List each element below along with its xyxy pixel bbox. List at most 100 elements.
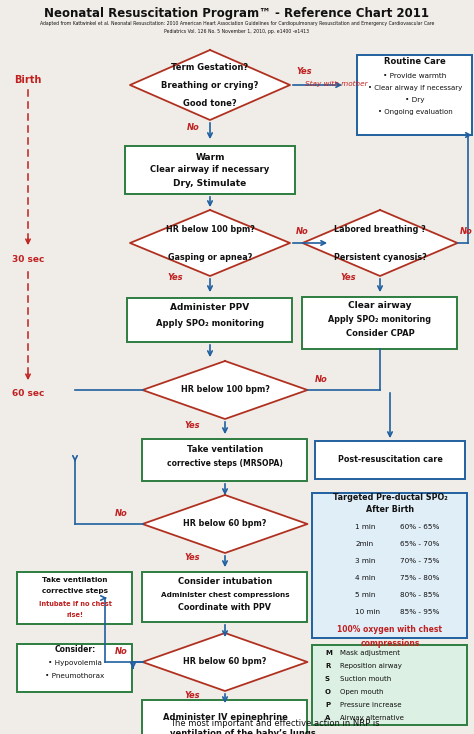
Text: S: S xyxy=(325,676,330,682)
Text: Persistent cyanosis?: Persistent cyanosis? xyxy=(334,252,427,261)
FancyBboxPatch shape xyxy=(18,644,133,692)
Polygon shape xyxy=(143,361,308,419)
Text: 65% - 70%: 65% - 70% xyxy=(400,541,439,547)
Text: HR below 100 bpm?: HR below 100 bpm? xyxy=(165,225,255,233)
Polygon shape xyxy=(130,50,290,120)
FancyBboxPatch shape xyxy=(312,645,467,725)
FancyBboxPatch shape xyxy=(312,493,467,638)
Text: 75% - 80%: 75% - 80% xyxy=(400,575,439,581)
Text: Administer chest compressions: Administer chest compressions xyxy=(161,592,289,598)
Text: 3 min: 3 min xyxy=(355,558,375,564)
Text: 1 min: 1 min xyxy=(355,524,375,530)
Text: Yes: Yes xyxy=(184,421,200,429)
Text: No: No xyxy=(187,123,200,133)
Text: After Birth: After Birth xyxy=(366,506,414,515)
Text: Neonatal Resuscitation Program™ - Reference Chart 2011: Neonatal Resuscitation Program™ - Refere… xyxy=(45,7,429,20)
Polygon shape xyxy=(143,633,308,691)
Text: Mask adjustment: Mask adjustment xyxy=(340,650,400,656)
Text: M: M xyxy=(325,650,332,656)
Text: Post-resuscitation care: Post-resuscitation care xyxy=(337,456,442,465)
FancyBboxPatch shape xyxy=(18,572,133,624)
Text: Pediatrics Vol. 126 No. 5 November 1, 2010, pp. e1400 -e1413: Pediatrics Vol. 126 No. 5 November 1, 20… xyxy=(164,29,310,34)
Text: Warm: Warm xyxy=(195,153,225,161)
Text: Intubate if no chest: Intubate if no chest xyxy=(38,601,111,607)
FancyBboxPatch shape xyxy=(143,439,308,481)
Text: Yes: Yes xyxy=(296,68,311,76)
Text: Suction mouth: Suction mouth xyxy=(340,676,391,682)
Text: compressions: compressions xyxy=(360,639,419,647)
Text: Birth: Birth xyxy=(14,75,42,85)
Text: Dry, Stimulate: Dry, Stimulate xyxy=(173,178,246,187)
Text: No: No xyxy=(460,228,473,236)
Text: Apply SPO₂ monitoring: Apply SPO₂ monitoring xyxy=(328,314,431,324)
Text: R: R xyxy=(325,663,330,669)
Text: Open mouth: Open mouth xyxy=(340,689,383,695)
Text: 70% - 75%: 70% - 75% xyxy=(400,558,439,564)
FancyBboxPatch shape xyxy=(143,572,308,622)
Text: Breathing or crying?: Breathing or crying? xyxy=(161,81,259,90)
Text: No: No xyxy=(115,647,128,656)
Text: 5 min: 5 min xyxy=(355,592,375,598)
Text: Take ventilation: Take ventilation xyxy=(187,445,263,454)
FancyBboxPatch shape xyxy=(128,298,292,342)
Text: • Pneumothorax: • Pneumothorax xyxy=(46,673,105,679)
Text: Clear airway: Clear airway xyxy=(348,302,412,310)
Text: O: O xyxy=(325,689,331,695)
Text: Yes: Yes xyxy=(340,274,356,283)
FancyBboxPatch shape xyxy=(125,146,295,194)
Text: 2min: 2min xyxy=(355,541,373,547)
Polygon shape xyxy=(130,210,290,276)
Text: Targeted Pre-ductal SPO₂: Targeted Pre-ductal SPO₂ xyxy=(333,493,447,503)
Text: Labored breathing ?: Labored breathing ? xyxy=(334,225,426,233)
Text: Apply SPO₂ monitoring: Apply SPO₂ monitoring xyxy=(156,319,264,327)
Text: Stay with mother: Stay with mother xyxy=(305,81,368,87)
Text: Consider:: Consider: xyxy=(55,645,96,655)
FancyBboxPatch shape xyxy=(302,297,457,349)
Polygon shape xyxy=(143,495,308,553)
Text: Gasping or apnea?: Gasping or apnea? xyxy=(168,252,252,261)
Text: No: No xyxy=(296,228,309,236)
Text: Yes: Yes xyxy=(184,691,200,700)
Text: Adapted from Kattwinkel et al. Neonatal Resuscitation: 2010 American Heart Assoc: Adapted from Kattwinkel et al. Neonatal … xyxy=(40,21,434,26)
Text: Yes: Yes xyxy=(167,274,183,283)
Text: Yes: Yes xyxy=(184,553,200,562)
FancyBboxPatch shape xyxy=(357,55,473,135)
Text: Consider intubation: Consider intubation xyxy=(178,578,272,586)
Text: P: P xyxy=(325,702,330,708)
Text: corrective steps (MRSOPA): corrective steps (MRSOPA) xyxy=(167,459,283,468)
Text: Clear airway if necessary: Clear airway if necessary xyxy=(150,165,270,175)
Text: 80% - 85%: 80% - 85% xyxy=(400,592,439,598)
Text: HR below 60 bpm?: HR below 60 bpm? xyxy=(183,658,267,666)
Text: Pressure increase: Pressure increase xyxy=(340,702,401,708)
Text: rise!: rise! xyxy=(66,612,83,618)
Text: No: No xyxy=(115,509,128,518)
Text: No: No xyxy=(315,376,328,385)
Text: HR below 60 bpm?: HR below 60 bpm? xyxy=(183,520,267,528)
Text: • Hypovolemia: • Hypovolemia xyxy=(48,660,102,666)
FancyBboxPatch shape xyxy=(315,441,465,479)
FancyBboxPatch shape xyxy=(143,700,308,734)
Text: 60 sec: 60 sec xyxy=(12,388,44,398)
Text: Routine Care: Routine Care xyxy=(384,57,446,67)
Text: Airway alternative: Airway alternative xyxy=(340,715,404,721)
Text: • Dry: • Dry xyxy=(405,97,425,103)
Text: • Provide warmth: • Provide warmth xyxy=(383,73,447,79)
Text: The most important and effective action in NRP is: The most important and effective action … xyxy=(170,719,382,729)
Text: 85% - 95%: 85% - 95% xyxy=(400,609,439,615)
Text: 30 sec: 30 sec xyxy=(12,255,44,264)
Text: Reposition airway: Reposition airway xyxy=(340,663,402,669)
Text: corrective steps: corrective steps xyxy=(42,588,108,594)
Polygon shape xyxy=(302,210,457,276)
Text: Good tone?: Good tone? xyxy=(183,98,237,107)
Text: A: A xyxy=(325,715,330,721)
Text: Administer PPV: Administer PPV xyxy=(170,303,250,313)
Text: • Clear airway if necessary: • Clear airway if necessary xyxy=(368,85,462,91)
Text: 100% oxygen with chest: 100% oxygen with chest xyxy=(337,625,443,634)
Text: • Ongoing evaluation: • Ongoing evaluation xyxy=(378,109,452,115)
Text: HR below 100 bpm?: HR below 100 bpm? xyxy=(181,385,269,394)
Text: 60% - 65%: 60% - 65% xyxy=(400,524,439,530)
Text: Term Gestation?: Term Gestation? xyxy=(172,62,248,71)
Text: Administer IV epinephrine: Administer IV epinephrine xyxy=(163,713,287,722)
Text: 10 min: 10 min xyxy=(355,609,380,615)
Text: Coordinate with PPV: Coordinate with PPV xyxy=(179,603,272,612)
